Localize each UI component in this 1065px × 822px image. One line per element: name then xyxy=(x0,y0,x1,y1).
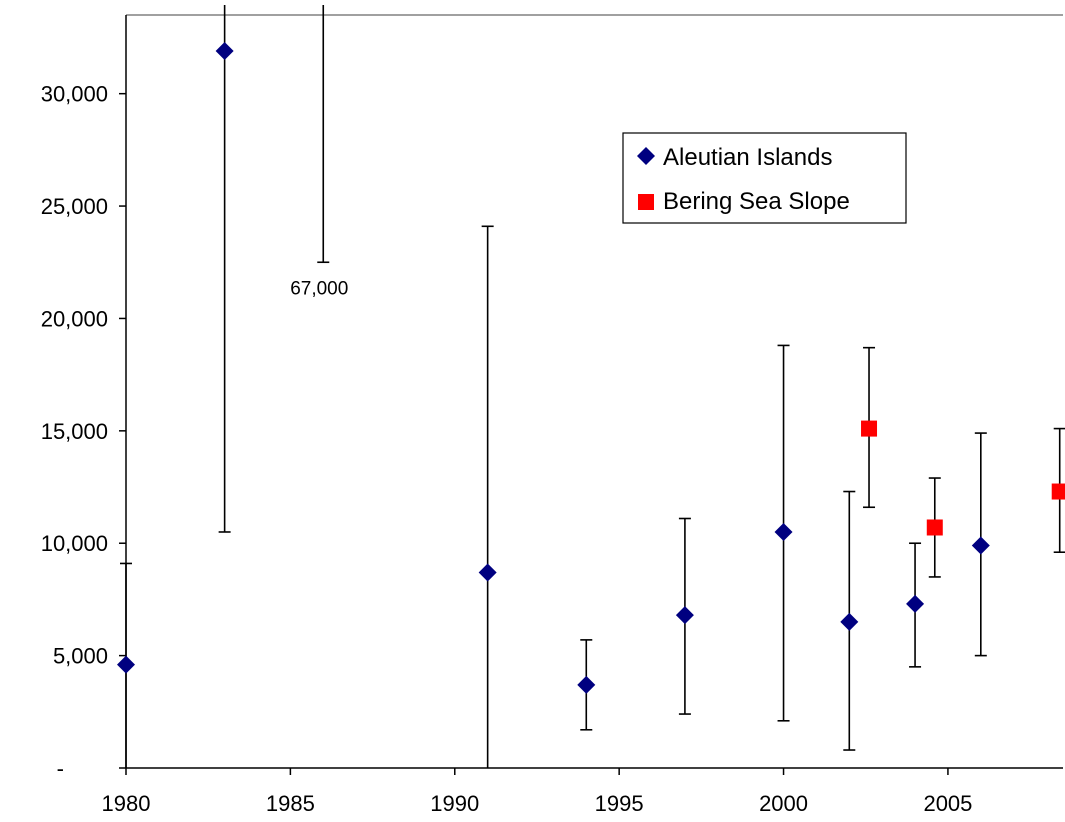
offscale-value-label: 67,000 xyxy=(290,278,348,299)
y-tick-label: 10,000 xyxy=(41,531,108,556)
x-tick-label: 1995 xyxy=(595,791,644,816)
legend-marker-bering-sea-slope xyxy=(638,194,654,210)
legend: Aleutian Islands Bering Sea Slope xyxy=(623,133,906,223)
x-tick-label: 1990 xyxy=(430,791,479,816)
y-tick-label: - xyxy=(57,756,64,781)
legend-label-bering-sea-slope: Bering Sea Slope xyxy=(663,188,850,215)
annotations: 67,000 xyxy=(290,278,348,299)
y-tick-label: 25,000 xyxy=(41,194,108,219)
x-tick-label: 1985 xyxy=(266,791,315,816)
x-tick-label: 2005 xyxy=(923,791,972,816)
x-tick-label: 2000 xyxy=(759,791,808,816)
y-tick-label: 5,000 xyxy=(53,644,108,669)
data-point-bering-sea-slope xyxy=(861,421,877,437)
legend-label-aleutian-islands: Aleutian Islands xyxy=(663,144,832,171)
y-tick-label: 30,000 xyxy=(41,82,108,107)
y-tick-label: 20,000 xyxy=(41,306,108,331)
x-tick-label: 1980 xyxy=(102,791,151,816)
data-point-bering-sea-slope xyxy=(1052,484,1065,500)
data-point-bering-sea-slope xyxy=(927,519,943,535)
y-tick-label: 15,000 xyxy=(41,419,108,444)
